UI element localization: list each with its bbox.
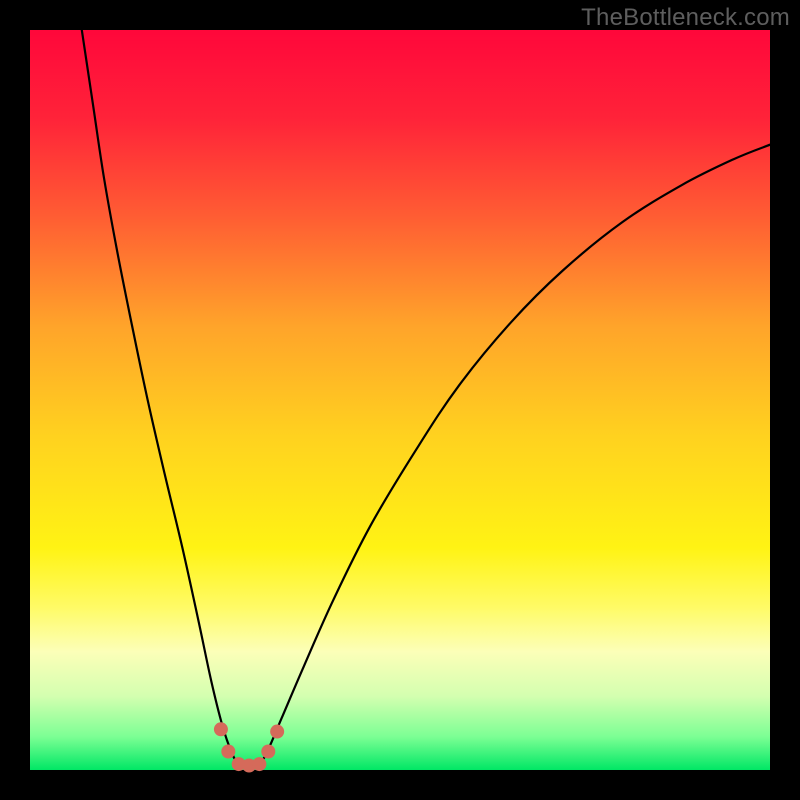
valley-marker — [214, 722, 228, 736]
bottleneck-chart-svg — [0, 0, 800, 800]
plot-background — [30, 30, 770, 770]
watermark-text: TheBottleneck.com — [581, 4, 790, 32]
valley-marker — [221, 745, 235, 759]
valley-marker — [270, 725, 284, 739]
chart-container: TheBottleneck.com — [0, 0, 800, 800]
valley-marker — [252, 757, 266, 771]
valley-marker — [261, 745, 275, 759]
